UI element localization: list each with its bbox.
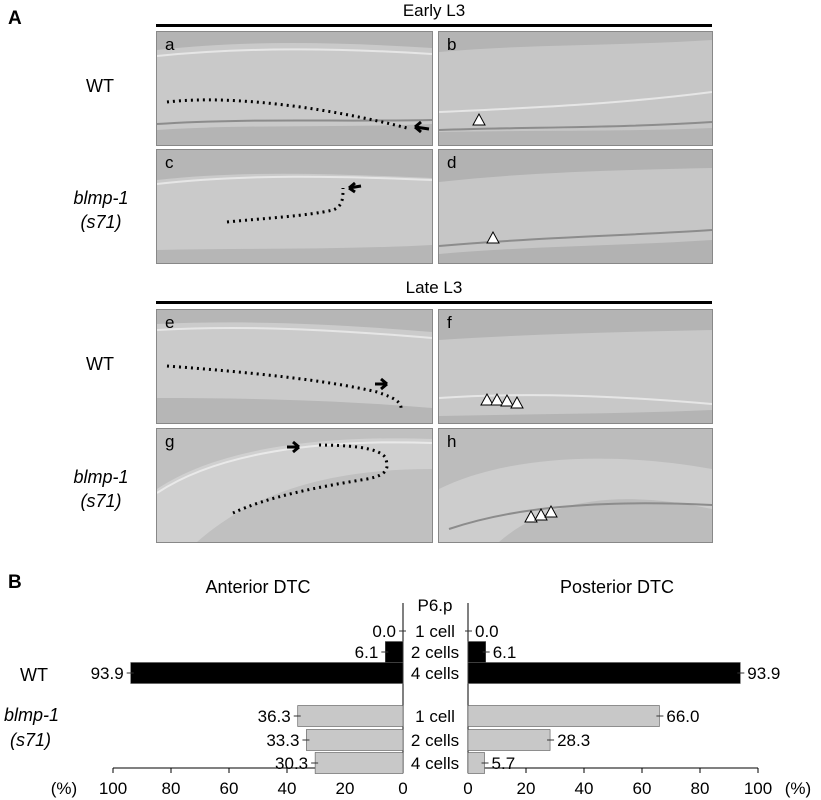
stage-rule-late — [156, 301, 712, 304]
value-label-anterior-wt-2-cells: 6.1 — [355, 643, 379, 662]
micrograph-f: f — [438, 309, 713, 424]
subpanel-label-b: b — [447, 35, 457, 54]
category-label-blmp-1-s71-4-cells: 4 cells — [411, 754, 459, 773]
tick-label-anterior-60: 60 — [220, 779, 239, 798]
stage-label-late-l3: Late L3 — [405, 278, 463, 297]
tick-label-posterior-40: 40 — [575, 779, 594, 798]
unit-label-right: (%) — [785, 779, 811, 798]
subpanel-label-e: e — [165, 313, 175, 332]
dtc-bar-chart: Anterior DTC Posterior DTC P6.p WT blmp-… — [4, 577, 811, 798]
tick-label-posterior-60: 60 — [633, 779, 652, 798]
subpanel-label-f: f — [447, 313, 452, 332]
tick-label-anterior-100: 100 — [99, 779, 127, 798]
value-label-anterior-wt-1-cell: 0.0 — [372, 622, 396, 641]
bar-anterior-blmp-1-s71-4-cells — [314, 752, 404, 774]
group-label-wt: WT — [20, 665, 48, 685]
bar-anterior-blmp-1-s71-2-cells — [306, 729, 404, 751]
panel-b-label: B — [8, 572, 22, 593]
value-label-posterior-wt-1-cell: 0.0 — [475, 622, 499, 641]
tick-label-anterior-20: 20 — [336, 779, 355, 798]
bar-anterior-blmp-1-s71-1-cell — [297, 705, 404, 727]
tick-label-anterior-80: 80 — [162, 779, 181, 798]
group-label-mutant-line2: (s71) — [10, 730, 51, 750]
tick-label-posterior-100: 100 — [744, 779, 772, 798]
subpanel-label-h: h — [447, 432, 457, 451]
category-label-blmp-1-s71-2-cells: 2 cells — [411, 731, 459, 750]
category-label-blmp-1-s71-1-cell: 1 cell — [415, 707, 455, 726]
bar-anterior-wt-4-cells — [130, 662, 404, 684]
value-label-anterior-blmp-1-s71-2-cells: 33.3 — [266, 731, 299, 750]
micrograph-g: g — [156, 428, 433, 543]
subpanel-label-g: g — [165, 432, 175, 451]
row-label-mutant-late: blmp-1 (s71) — [73, 467, 129, 511]
stage-label-early-l3: Early L3 — [402, 1, 466, 20]
value-label-posterior-wt-2-cells: 6.1 — [493, 643, 517, 662]
value-label-posterior-blmp-1-s71-1-cell: 66.0 — [666, 707, 699, 726]
micrograph-c: c — [156, 149, 433, 264]
value-label-anterior-wt-4-cells: 93.9 — [91, 664, 124, 683]
category-label-wt-2-cells: 2 cells — [411, 643, 459, 662]
category-label-wt-1-cell: 1 cell — [415, 622, 455, 641]
header-p6p: P6.p — [418, 596, 453, 615]
bar-posterior-blmp-1-s71-2-cells — [467, 729, 551, 751]
subpanel-label-a: a — [165, 35, 175, 54]
value-label-anterior-blmp-1-s71-4-cells: 30.3 — [275, 754, 308, 773]
tick-label-posterior-20: 20 — [517, 779, 536, 798]
subpanel-label-d: d — [447, 153, 457, 172]
panel-a-label: A — [8, 8, 22, 29]
row-label-wt-early: WT — [86, 76, 114, 96]
category-label-wt-4-cells: 4 cells — [411, 664, 459, 683]
bar-posterior-blmp-1-s71-1-cell — [467, 705, 660, 727]
tick-label-posterior-80: 80 — [691, 779, 710, 798]
value-label-posterior-blmp-1-s71-4-cells: 5.7 — [492, 754, 516, 773]
title-posterior-dtc: Posterior DTC — [560, 577, 674, 597]
subpanel-label-c: c — [165, 153, 174, 172]
tick-label-anterior-0: 0 — [398, 779, 407, 798]
unit-label-left: (%) — [51, 779, 77, 798]
stage-rule-early — [156, 24, 712, 27]
title-anterior-dtc: Anterior DTC — [205, 577, 310, 597]
value-label-anterior-blmp-1-s71-1-cell: 36.3 — [258, 707, 291, 726]
micrograph-h: h — [438, 428, 713, 543]
micrograph-b: b — [438, 31, 713, 146]
value-label-posterior-wt-4-cells: 93.9 — [747, 664, 780, 683]
micrograph-a: a — [156, 31, 433, 146]
value-label-posterior-blmp-1-s71-2-cells: 28.3 — [557, 731, 590, 750]
row-label-mutant-early: blmp-1 (s71) — [73, 188, 129, 232]
tick-label-posterior-0: 0 — [463, 779, 472, 798]
micrograph-d: d — [438, 149, 713, 264]
group-label-mutant-line1: blmp-1 — [4, 705, 59, 725]
micrograph-e: e — [156, 309, 433, 424]
bar-posterior-wt-4-cells — [467, 662, 741, 684]
row-label-wt-late: WT — [86, 354, 114, 374]
tick-label-anterior-40: 40 — [278, 779, 297, 798]
